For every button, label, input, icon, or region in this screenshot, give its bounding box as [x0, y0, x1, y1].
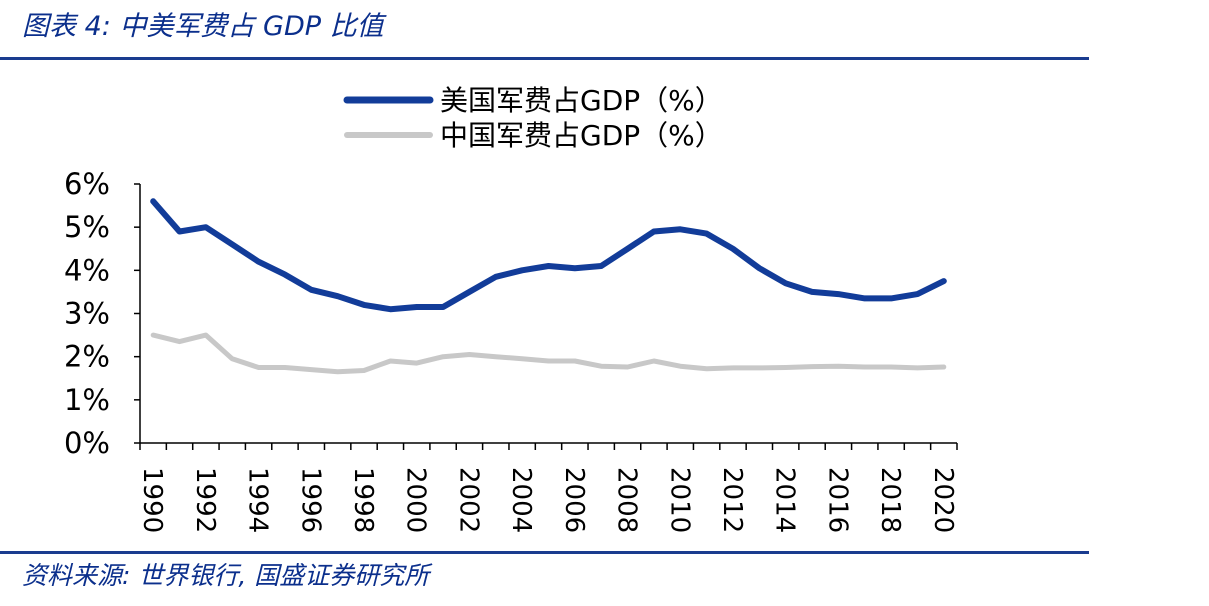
header-rule: [0, 57, 1089, 60]
legend-label-china: 中国军费占GDP（%）: [440, 119, 723, 152]
x-tick-label: 1990: [137, 467, 167, 533]
x-tick-label: 1994: [243, 467, 273, 533]
x-tick-label: 1998: [348, 467, 378, 533]
y-tick-label: 0%: [64, 426, 110, 460]
x-tick-label: 2018: [875, 467, 905, 533]
x-tick-label: 2006: [559, 467, 589, 533]
y-tick-label: 1%: [64, 383, 110, 417]
y-tick-label: 5%: [64, 210, 110, 244]
x-tick-label: 1992: [190, 467, 220, 533]
x-tick-label: 2014: [770, 467, 800, 533]
x-tick-label: 2004: [506, 467, 536, 533]
source-note: 资料来源: 世界银行, 国盛证券研究所: [22, 561, 430, 590]
footer-rule: [0, 551, 1089, 554]
y-tick-label: 4%: [64, 253, 110, 287]
x-tick-label: 2008: [612, 467, 642, 533]
series-line-china: [150, 332, 947, 375]
legend-label-us: 美国军费占GDP（%）: [440, 84, 723, 117]
figure-title: 图表 4: 中美军费占 GDP 比值: [22, 11, 384, 42]
chart-axes: 0% 1% 2% 3% 4% 5% 6% 1990 1992 1994 1996 1998 2000 20…: [64, 167, 958, 533]
x-tick-label: 2002: [453, 467, 483, 533]
y-tick-label: 2%: [64, 340, 110, 374]
series-line-us: [150, 198, 947, 313]
chart-legend: 美国军费占GDP（%）中国军费占GDP（%）: [343, 84, 723, 152]
y-tick-label: 6%: [64, 167, 110, 201]
x-tick-label: 2020: [928, 467, 958, 533]
y-tick-label: 3%: [64, 297, 110, 331]
chart-series: [150, 198, 947, 375]
x-tick-label: 2012: [717, 467, 747, 533]
x-tick-label: 2010: [664, 467, 694, 533]
x-tick-label: 2000: [401, 467, 431, 533]
x-tick-label: 1996: [295, 467, 325, 533]
x-tick-label: 2016: [822, 467, 852, 533]
